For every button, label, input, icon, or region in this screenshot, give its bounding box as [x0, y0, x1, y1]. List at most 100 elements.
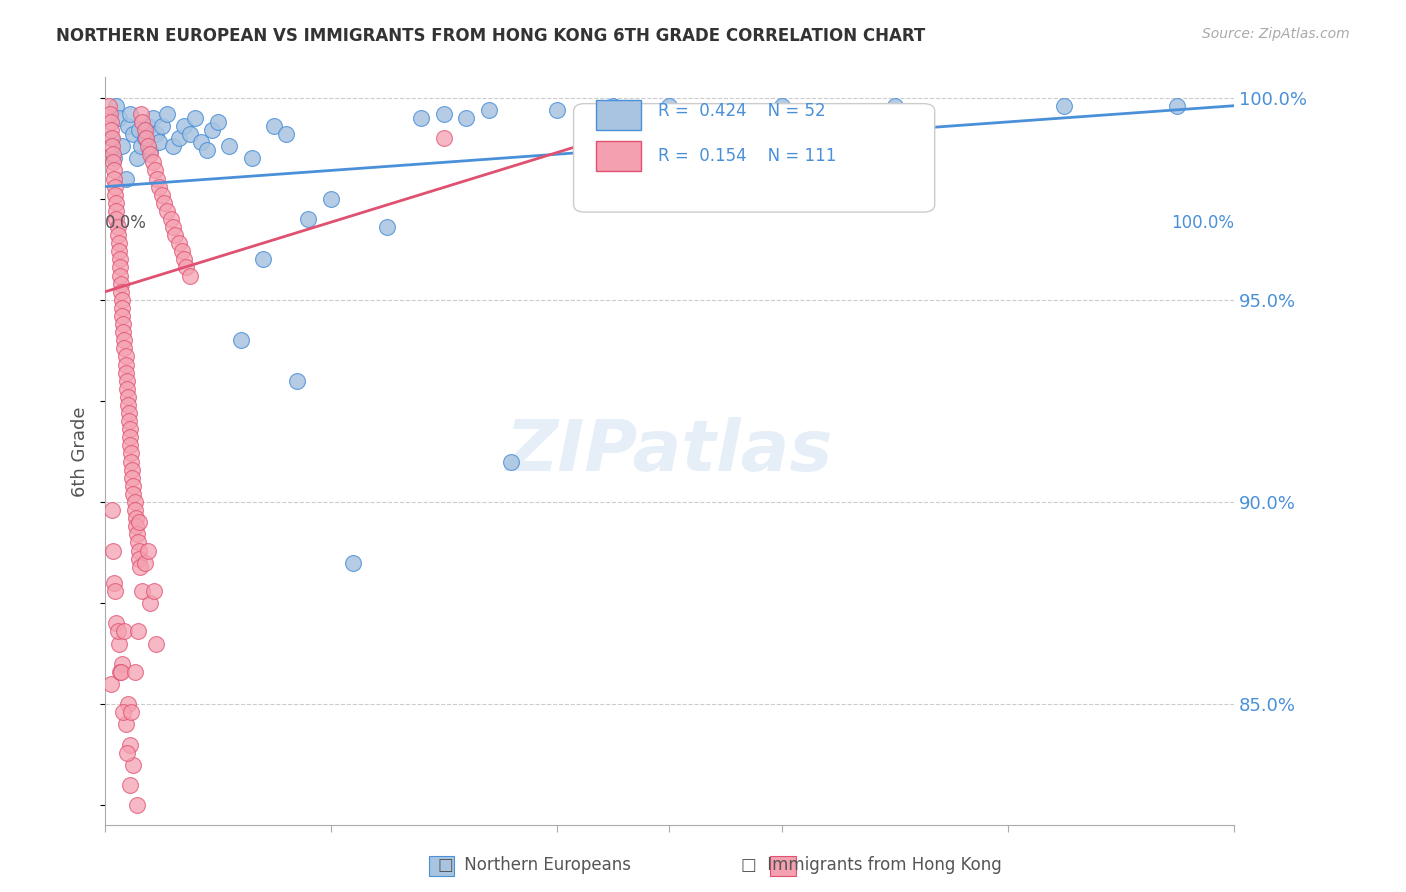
Point: [128, 123, 150, 137]
Point: [107, 236, 129, 251]
Text: □  Immigrants from Hong Kong: □ Immigrants from Hong Kong: [741, 855, 1002, 873]
Point: [127, 535, 149, 549]
Point: [108, 268, 131, 283]
Point: [131, 139, 153, 153]
Point: [101, 503, 124, 517]
Point: [101, 155, 124, 169]
Point: [112, 325, 135, 339]
Point: [114, 358, 136, 372]
Point: [136, 119, 159, 133]
Point: [201, 123, 224, 137]
Point: [319, 192, 342, 206]
Point: [125, 519, 148, 533]
Point: [1166, 99, 1188, 113]
Point: [142, 155, 165, 169]
Point: [229, 333, 252, 347]
Point: [114, 366, 136, 380]
Point: [107, 228, 129, 243]
Point: [162, 220, 184, 235]
Point: [107, 636, 129, 650]
Point: [167, 131, 190, 145]
Point: [145, 127, 167, 141]
Text: 100.0%: 100.0%: [1171, 213, 1234, 232]
Point: [179, 268, 201, 283]
Point: [240, 151, 263, 165]
Point: [136, 543, 159, 558]
Point: [117, 697, 139, 711]
Point: [100, 131, 122, 145]
Point: [118, 107, 141, 121]
Point: [125, 527, 148, 541]
Point: [120, 454, 142, 468]
Point: [162, 139, 184, 153]
Point: [127, 624, 149, 639]
Point: [108, 260, 131, 275]
Point: [252, 252, 274, 267]
Point: [131, 115, 153, 129]
Point: [122, 757, 145, 772]
FancyBboxPatch shape: [596, 141, 641, 171]
Point: [115, 382, 138, 396]
Point: [121, 471, 143, 485]
Point: [118, 406, 141, 420]
Point: [170, 244, 193, 259]
Point: [122, 479, 145, 493]
Point: [190, 135, 212, 149]
Text: Source: ZipAtlas.com: Source: ZipAtlas.com: [1202, 27, 1350, 41]
Point: [104, 583, 127, 598]
Point: [156, 107, 179, 121]
Point: [179, 127, 201, 141]
Point: [128, 551, 150, 566]
Point: [134, 123, 156, 137]
Point: [118, 738, 141, 752]
Point: [120, 446, 142, 460]
Point: [105, 211, 128, 226]
Point: [125, 511, 148, 525]
Point: [195, 143, 218, 157]
Text: ZIPatlas: ZIPatlas: [506, 417, 834, 486]
Point: [115, 746, 138, 760]
Point: [139, 596, 162, 610]
Point: [173, 119, 195, 133]
Point: [176, 260, 198, 275]
Point: [105, 203, 128, 218]
Point: [884, 99, 907, 113]
Point: [139, 143, 162, 157]
Point: [111, 139, 134, 153]
Point: [456, 111, 478, 125]
Point: [101, 139, 124, 153]
Point: [110, 665, 132, 679]
Point: [297, 211, 319, 226]
Point: [274, 127, 297, 141]
Point: [285, 374, 308, 388]
Point: [111, 301, 134, 315]
Y-axis label: 6th Grade: 6th Grade: [72, 406, 89, 497]
Point: [110, 285, 132, 299]
Point: [546, 103, 568, 117]
Point: [148, 179, 170, 194]
Point: [146, 171, 169, 186]
Point: [115, 374, 138, 388]
Point: [150, 187, 173, 202]
Point: [111, 657, 134, 671]
Point: [167, 236, 190, 251]
Point: [103, 151, 125, 165]
Text: □  Northern Europeans: □ Northern Europeans: [437, 855, 631, 873]
Point: [114, 717, 136, 731]
Point: [1053, 99, 1076, 113]
Point: [207, 115, 229, 129]
Point: [110, 277, 132, 291]
Point: [124, 503, 146, 517]
Point: [342, 556, 364, 570]
Point: [112, 624, 135, 639]
Point: [100, 677, 122, 691]
Point: [159, 211, 181, 226]
Point: [134, 556, 156, 570]
Point: [107, 220, 129, 235]
Point: [433, 131, 456, 145]
Point: [128, 515, 150, 529]
Point: [114, 171, 136, 186]
Point: [218, 139, 240, 153]
Point: [139, 147, 162, 161]
Point: [103, 163, 125, 178]
